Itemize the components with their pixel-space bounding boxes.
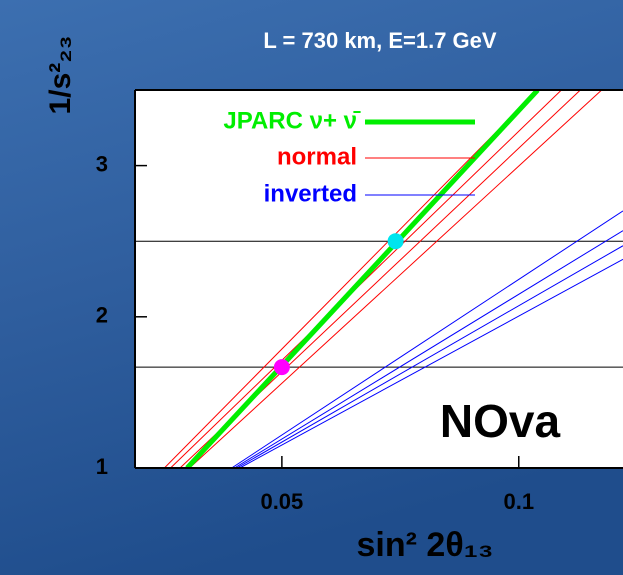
- x-tick-label: 0.1: [503, 489, 534, 514]
- curve: [231, 210, 623, 468]
- plot-area: [135, 90, 623, 468]
- plot-content: [135, 90, 623, 468]
- y-tick-label: 3: [96, 151, 108, 176]
- annotation: NOva: [440, 395, 561, 447]
- curve: [189, 90, 603, 468]
- y-tick-label: 1: [96, 454, 108, 479]
- x-axis-label: sin² 2θ₁₃: [357, 526, 494, 564]
- legend-label: JPARC ν+ ν̄: [223, 107, 361, 134]
- legend-label: normal: [277, 143, 357, 170]
- chart-title: L = 730 km, E=1.7 GeV: [263, 28, 497, 53]
- y-tick-label: 2: [96, 303, 108, 328]
- point: [387, 233, 404, 250]
- x-tick-label: 0.05: [260, 489, 303, 514]
- legend-label: inverted: [264, 180, 357, 207]
- curve: [164, 90, 539, 468]
- curve: [239, 258, 623, 468]
- point: [273, 359, 290, 376]
- y-axis-label: 1/s²₂₃: [44, 36, 77, 115]
- curve: [234, 230, 623, 468]
- curve: [236, 245, 623, 468]
- curve: [170, 90, 562, 468]
- curve: [185, 90, 540, 468]
